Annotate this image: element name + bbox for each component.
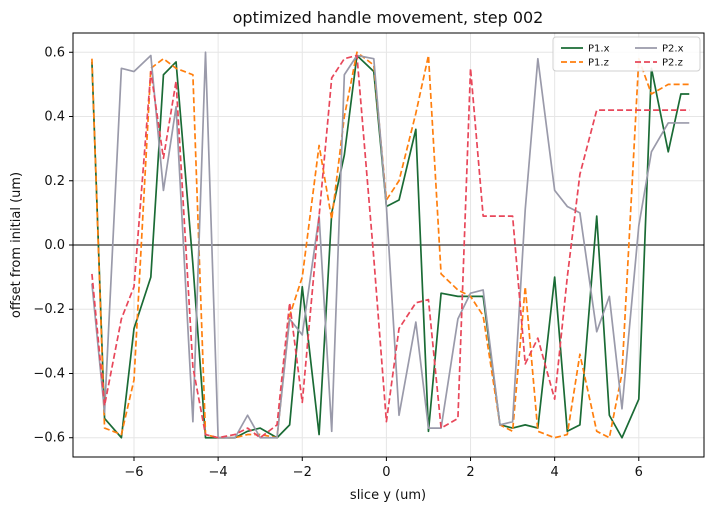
y-tick-label: 0.0 [44,238,65,253]
x-tick-label: 0 [382,465,390,480]
series-line-p2-z [91,54,690,439]
x-tick-label: −2 [293,465,312,480]
legend-label: P2.x [662,44,684,55]
x-axis-label: slice y (um) [350,488,426,503]
legend-label: P2.z [662,58,683,69]
y-axis-ticks: −0.6 −0.4 −0.2 0.0 0.2 0.4 0.6 [33,45,73,446]
y-tick-label: −0.4 [33,366,65,381]
series-line-p1-z [91,51,690,439]
x-tick-label: 6 [635,465,643,480]
legend: P1.x P1.z P2.x P2.z [552,36,701,72]
series-line-p2-x [91,51,690,439]
legend-label: P1.z [588,58,609,69]
y-tick-label: 0.4 [44,110,65,125]
x-tick-label: 4 [551,465,559,480]
plot-area [72,32,705,458]
legend-box [552,36,701,72]
x-axis-ticks: −6 −4 −2 0 2 4 6 [124,457,643,480]
x-tick-label: 2 [466,465,474,480]
legend-label: P1.x [588,44,610,55]
x-tick-label: −4 [209,465,228,480]
y-axis-label: offset from initial (um) [9,172,24,318]
series-layer [91,51,690,439]
chart-title: optimized handle movement, step 002 [233,8,544,27]
y-tick-label: −0.6 [33,431,65,446]
series-line-p1-x [91,54,690,439]
x-tick-label: −6 [124,465,143,480]
y-tick-label: −0.2 [33,302,65,317]
y-tick-label: 0.6 [44,45,65,60]
y-tick-label: 0.2 [44,174,65,189]
